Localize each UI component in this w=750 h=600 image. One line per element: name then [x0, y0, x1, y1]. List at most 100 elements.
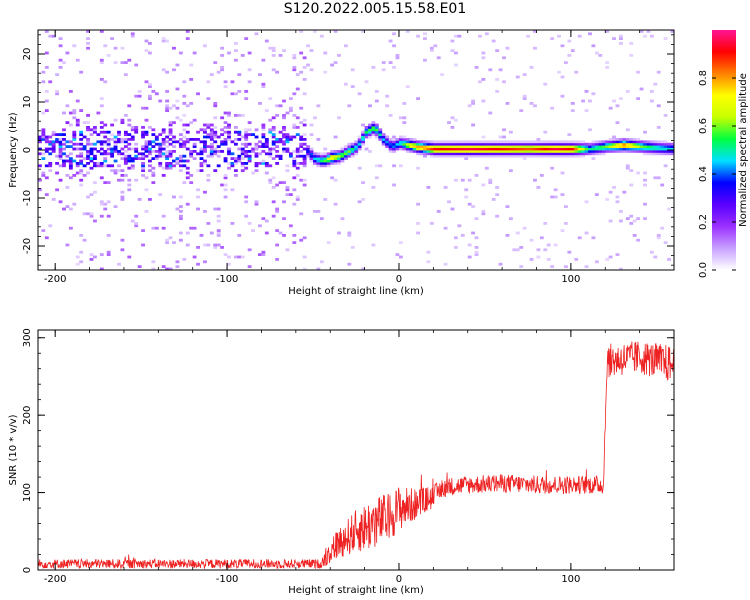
heatmap-cell: [526, 142, 531, 146]
heatmap-cell: [326, 157, 331, 160]
heatmap-cell: [127, 255, 132, 259]
heatmap-cell: [99, 121, 104, 124]
heatmap-cell: [553, 152, 558, 156]
heatmap-cell: [636, 238, 641, 242]
heatmap-cell: [426, 140, 431, 144]
heatmap-cell: [488, 140, 493, 144]
heatmap-cell: [615, 147, 620, 151]
heatmap-cell: [254, 162, 259, 165]
heatmap-cell: [522, 94, 527, 98]
heatmap-cell: [148, 126, 152, 129]
heatmap-cell: [44, 236, 49, 240]
heatmap-cell: [209, 147, 214, 151]
heatmap-cell: [261, 162, 266, 165]
heatmap-cell: [618, 42, 623, 45]
heatmap-cell: [299, 145, 304, 148]
heatmap-cell: [203, 150, 207, 153]
heatmap-cell: [275, 150, 280, 153]
heatmap-cell: [161, 140, 166, 144]
heatmap-cell: [591, 140, 596, 144]
heatmap-cell: [264, 219, 269, 223]
heatmap-cell: [130, 126, 135, 129]
heatmap-cell: [261, 82, 266, 86]
heatmap-cell: [371, 126, 376, 129]
heatmap-cell: [484, 154, 489, 158]
heatmap-cell: [371, 123, 376, 127]
heatmap-cell: [302, 56, 307, 60]
heatmap-cell: [302, 154, 307, 158]
heatmap-cell: [158, 164, 163, 168]
heatmap-cell: [99, 147, 104, 151]
heatmap-cell: [612, 145, 616, 148]
heatmap-cell: [584, 145, 589, 148]
heatmap-cell: [412, 145, 417, 148]
heatmap-cell: [347, 262, 352, 266]
heatmap-cell: [178, 169, 183, 172]
heatmap-cell: [560, 193, 565, 196]
heatmap-cell: [151, 267, 156, 270]
heatmap-cell: [48, 140, 53, 144]
heatmap-cell: [443, 262, 448, 266]
heatmap-cell: [601, 140, 606, 144]
heatmap-cell: [206, 135, 211, 139]
heatmap-cell: [491, 152, 496, 156]
heatmap-cell: [605, 142, 610, 146]
heatmap-cell: [158, 152, 163, 156]
heatmap-cell: [165, 90, 170, 93]
heatmap-cell: [141, 154, 145, 158]
heatmap-cell: [213, 246, 218, 249]
heatmap-cell: [55, 73, 60, 76]
heatmap-cell: [233, 157, 238, 160]
heatmap-cell: [120, 198, 125, 201]
heatmap-cell: [429, 147, 434, 151]
heatmap-cell: [567, 39, 572, 43]
heatmap-cell: [354, 145, 359, 148]
heatmap-cell: [508, 217, 513, 220]
heatmap-cell: [158, 193, 163, 196]
heatmap-cell: [453, 51, 458, 55]
heatmap-cell: [223, 188, 228, 192]
heatmap-cell: [426, 147, 431, 151]
heatmap-cell: [144, 142, 149, 146]
heatmap-cell: [416, 145, 420, 148]
heatmap-cell: [508, 152, 513, 156]
heatmap-cell: [93, 162, 97, 165]
heatmap-cell: [79, 152, 84, 156]
heatmap-cell: [443, 154, 448, 158]
heatmap-cell: [285, 188, 290, 192]
heatmap-cell: [388, 140, 393, 144]
heatmap-cell: [502, 142, 506, 146]
heatmap-cell: [89, 147, 94, 151]
heatmap-cell: [103, 80, 108, 84]
heatmap-cell: [323, 147, 328, 151]
heatmap-cell: [453, 145, 458, 148]
heatmap-cell: [285, 164, 290, 168]
heatmap-cell: [144, 130, 149, 134]
heatmap-cell: [453, 147, 458, 151]
heatmap-cell: [440, 145, 445, 148]
heatmap-cell: [216, 154, 221, 158]
heatmap-cell: [106, 253, 111, 256]
heatmap-cell: [299, 150, 304, 153]
snr-x-ticks: -200 -100 0 100: [44, 330, 675, 585]
heatmap-cell: [206, 178, 211, 182]
heatmap-cell: [512, 140, 517, 144]
heatmap-cell: [337, 157, 341, 160]
heatmap-cell: [161, 152, 166, 156]
heatmap-cell: [196, 195, 200, 199]
heatmap-cell: [667, 207, 671, 211]
heatmap-cell: [405, 138, 410, 141]
heatmap-cell: [557, 150, 561, 153]
heatmap-cell: [223, 142, 228, 146]
heatmap-cell: [244, 154, 249, 158]
heatmap-cell: [313, 210, 317, 213]
heatmap-cell: [185, 166, 190, 170]
heatmap-cell: [591, 142, 596, 146]
heatmap-cell: [72, 44, 77, 48]
heatmap-cell: [612, 147, 616, 151]
heatmap-cell: [656, 234, 661, 237]
heatmap-cell: [151, 90, 156, 93]
heatmap-cell: [247, 80, 252, 84]
heatmap-cell: [649, 142, 654, 146]
heatmap-cell: [227, 130, 231, 134]
